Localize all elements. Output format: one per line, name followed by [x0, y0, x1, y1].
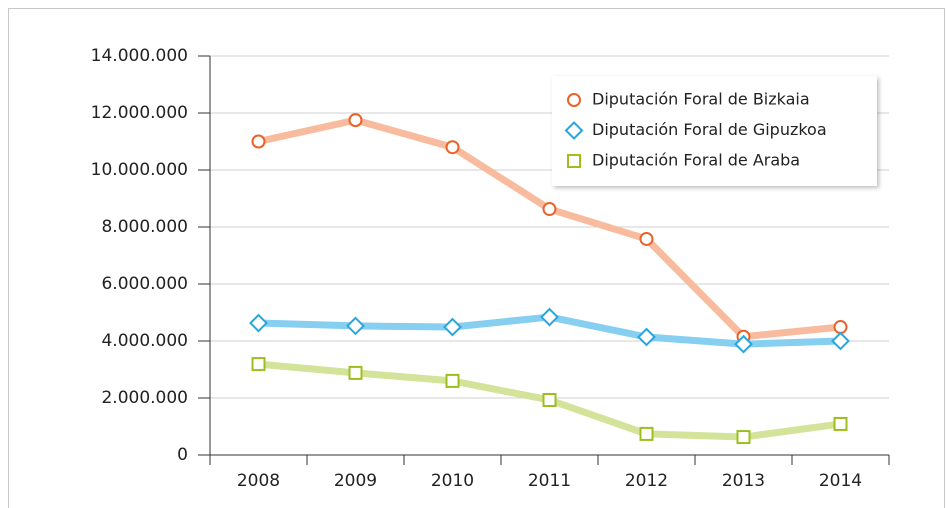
y-tick-label: 0 — [177, 445, 188, 465]
marker — [445, 140, 460, 155]
marker — [445, 373, 460, 388]
marker — [346, 316, 365, 336]
marker — [251, 357, 266, 372]
x-tick-label: 2011 — [528, 471, 571, 491]
y-tick-label: 12.000.000 — [91, 103, 188, 123]
marker — [249, 313, 268, 333]
x-tick-label: 2010 — [431, 471, 474, 491]
y-tick-label: 14.000.000 — [91, 46, 188, 66]
y-tick-label: 2.000.000 — [101, 388, 188, 408]
y-tick-label: 6.000.000 — [101, 274, 188, 294]
marker — [736, 430, 751, 445]
legend-label: Diputación Foral de Gipuzkoa — [592, 120, 827, 139]
legend-label: Diputación Foral de Araba — [592, 151, 800, 170]
y-tick-label: 10.000.000 — [91, 160, 188, 180]
frame — [8, 8, 945, 508]
y-tick-label: 8.000.000 — [101, 217, 188, 237]
marker — [639, 231, 654, 246]
marker — [348, 113, 363, 128]
marker — [734, 334, 753, 354]
marker — [833, 320, 848, 335]
x-tick-label: 2012 — [625, 471, 668, 491]
marker — [639, 426, 654, 441]
x-tick-label: 2009 — [334, 471, 377, 491]
marker — [542, 202, 557, 217]
marker — [251, 134, 266, 149]
marker — [540, 307, 559, 327]
marker — [567, 93, 581, 107]
legend: Diputación Foral de Bizkaia Diputación Fo… — [552, 76, 877, 186]
legend-label: Diputación Foral de Bizkaia — [592, 90, 810, 109]
marker — [637, 327, 656, 347]
marker — [443, 317, 462, 337]
y-tick-label: 4.000.000 — [101, 331, 188, 351]
marker — [348, 365, 363, 380]
marker — [564, 121, 584, 140]
x-tick-label: 2013 — [722, 471, 765, 491]
x-tick-label: 2014 — [819, 471, 862, 491]
marker — [831, 331, 850, 351]
legend-box — [552, 76, 877, 186]
marker — [833, 416, 848, 431]
marker — [567, 154, 581, 168]
marker — [542, 392, 557, 407]
x-tick-label: 2008 — [237, 471, 280, 491]
